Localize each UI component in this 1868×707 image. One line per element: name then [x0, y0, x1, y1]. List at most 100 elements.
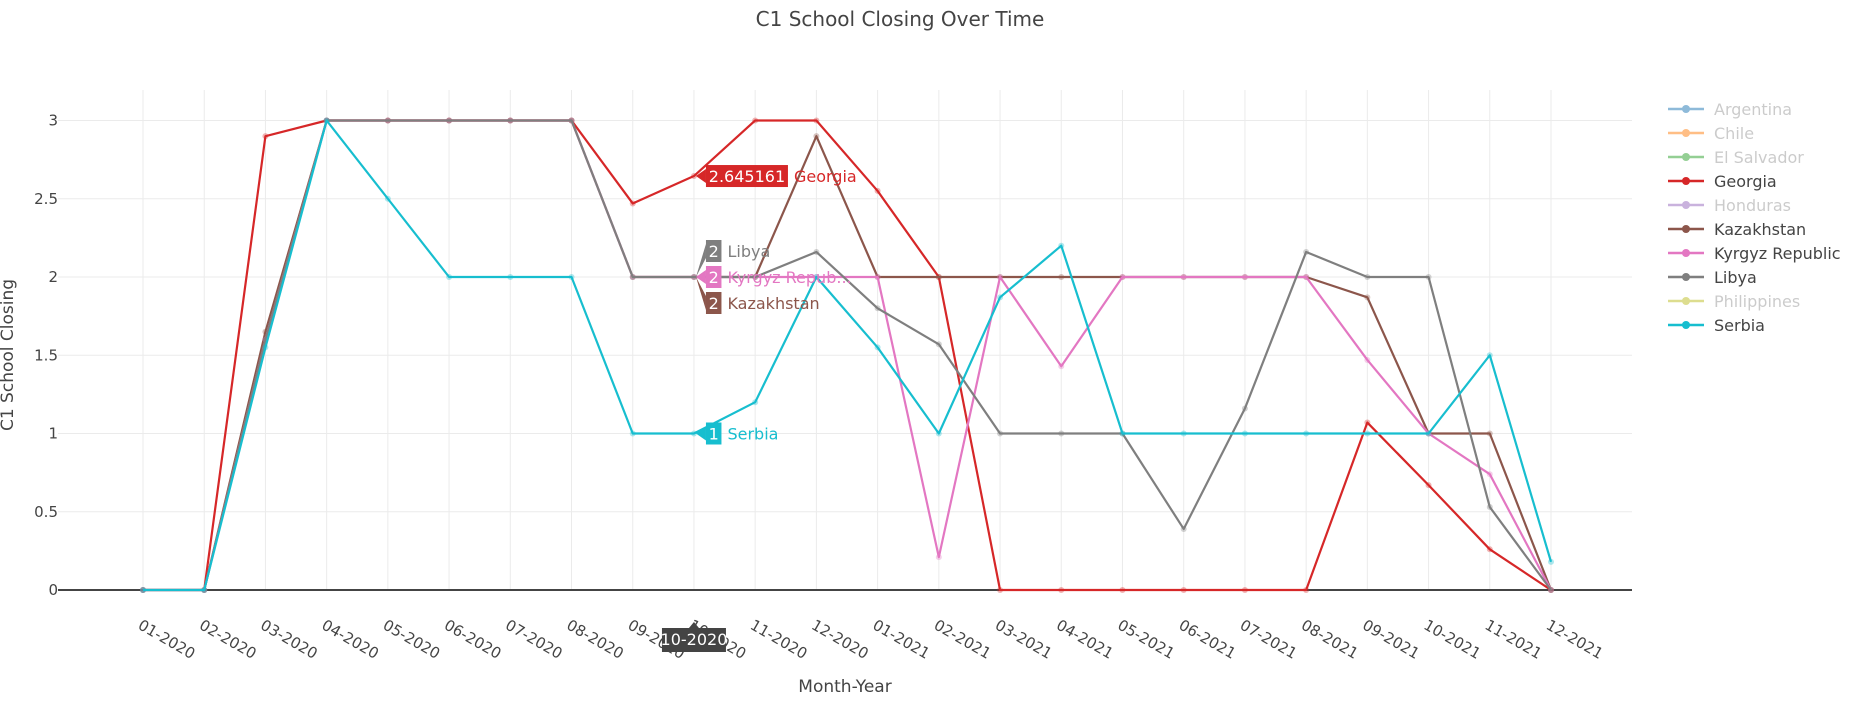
legend[interactable]: Argentina Chile El Salvador Georgia Honduras… — [1668, 100, 1841, 335]
data-point — [874, 305, 881, 312]
data-point — [874, 274, 881, 280]
data-point — [813, 248, 820, 255]
data-point — [507, 274, 514, 280]
data-point — [446, 274, 453, 280]
legend-label: Kyrgyz Republic — [1714, 244, 1841, 263]
x-tick-label: 07-2020 — [502, 616, 565, 663]
data-point — [1241, 405, 1248, 412]
data-point — [1303, 248, 1310, 255]
hover-value-box — [705, 422, 722, 445]
data-point — [323, 117, 330, 124]
x-tick-label: 12-2021 — [1543, 616, 1606, 663]
legend-item-libya[interactable]: Libya — [1668, 268, 1757, 287]
legend-marker — [1682, 273, 1690, 281]
data-point — [262, 133, 269, 140]
hover-value-box — [705, 240, 722, 262]
x-axis-title: Month-Year — [798, 677, 891, 697]
data-point — [1303, 587, 1310, 593]
hover-pointer — [695, 244, 706, 277]
legend-item-georgia[interactable]: Georgia — [1668, 172, 1777, 191]
hover-x-label-box — [661, 628, 726, 652]
legend-label: Serbia — [1714, 316, 1765, 335]
data-point — [1241, 430, 1248, 437]
data-point — [1058, 430, 1065, 437]
data-point — [813, 117, 820, 124]
data-point — [1119, 274, 1126, 280]
data-point — [568, 274, 575, 280]
legend-label: Philippines — [1714, 292, 1800, 311]
data-point — [1364, 430, 1371, 437]
data-point — [1486, 430, 1493, 437]
hover-labels: 10-2020 2.645161 Georgia 2 Libya 2 Kyrgyz Repu… — [661, 165, 857, 652]
y-tick-label: 0 — [48, 581, 58, 599]
data-point — [1364, 356, 1371, 363]
data-point — [629, 430, 636, 437]
legend-marker — [1682, 225, 1690, 233]
data-point — [813, 274, 820, 280]
x-tick-label: 02-2021 — [931, 616, 994, 663]
x-tick-label: 02-2020 — [196, 616, 259, 663]
y-tick-label: 3 — [48, 112, 58, 130]
legend-marker — [1682, 105, 1690, 113]
data-point — [384, 195, 391, 202]
legend-marker — [1682, 129, 1690, 137]
y-tick-label: 1.5 — [34, 346, 58, 364]
data-point — [568, 117, 575, 124]
series-lines — [140, 117, 1554, 593]
data-point — [752, 399, 759, 406]
data-point — [1180, 430, 1187, 437]
x-tick-label: 11-2020 — [747, 616, 810, 663]
legend-item-philippines[interactable]: Philippines — [1668, 292, 1800, 311]
data-point — [1425, 430, 1432, 437]
data-point — [1119, 430, 1126, 437]
data-point — [1303, 430, 1310, 437]
legend-label: Georgia — [1714, 172, 1777, 191]
chart-title: C1 School Closing Over Time — [756, 7, 1045, 31]
data-point — [384, 117, 391, 124]
hover-series-name: Serbia — [727, 425, 778, 444]
legend-item-honduras[interactable]: Honduras — [1668, 196, 1791, 215]
legend-item-el-salvador[interactable]: El Salvador — [1668, 148, 1804, 167]
x-tick-label: 04-2020 — [319, 616, 382, 663]
data-point — [1425, 274, 1432, 280]
hover-value-box — [705, 292, 722, 314]
x-tick-label: 01-2021 — [870, 616, 933, 663]
legend-item-serbia[interactable]: Serbia — [1668, 316, 1765, 335]
x-tick-label: 07-2021 — [1237, 616, 1300, 663]
x-tick-label: 12-2020 — [808, 616, 871, 663]
data-point — [690, 173, 697, 180]
data-point — [752, 274, 759, 280]
legend-label: Chile — [1714, 124, 1754, 143]
legend-item-argentina[interactable]: Argentina — [1668, 100, 1792, 119]
legend-item-kazakhstan[interactable]: Kazakhstan — [1668, 220, 1806, 239]
data-point — [1486, 471, 1493, 478]
hover-value-text: 1 — [709, 425, 719, 444]
y-tick-label: 2.5 — [34, 190, 58, 208]
data-point — [629, 200, 636, 207]
hover-value-text: 2 — [709, 294, 719, 313]
hover-value-box — [705, 165, 788, 188]
data-point — [1241, 274, 1248, 280]
x-tick-label: 08-2020 — [564, 616, 627, 663]
data-point — [935, 274, 942, 280]
data-point — [1180, 525, 1187, 532]
x-tick-label: 04-2021 — [1053, 616, 1116, 663]
hover-value-text: 2 — [709, 242, 719, 261]
data-point — [1425, 482, 1432, 489]
data-point — [1303, 274, 1310, 280]
legend-marker — [1682, 177, 1690, 185]
data-point — [1058, 363, 1065, 370]
data-point — [1486, 352, 1493, 359]
hover-value-text: 2.645161 — [709, 167, 785, 186]
data-point — [446, 117, 453, 124]
legend-item-chile[interactable]: Chile — [1668, 124, 1754, 143]
data-point — [1364, 274, 1371, 280]
data-point — [813, 133, 820, 140]
legend-label: Honduras — [1714, 196, 1791, 215]
series-line-libya — [143, 119, 1552, 592]
hover-series-name: Kyrgyz Repub... — [727, 268, 851, 287]
legend-item-kyrgyz-republic[interactable]: Kyrgyz Republic — [1668, 244, 1841, 263]
legend-label: El Salvador — [1714, 148, 1804, 167]
x-tick-label: 06-2020 — [441, 616, 504, 663]
